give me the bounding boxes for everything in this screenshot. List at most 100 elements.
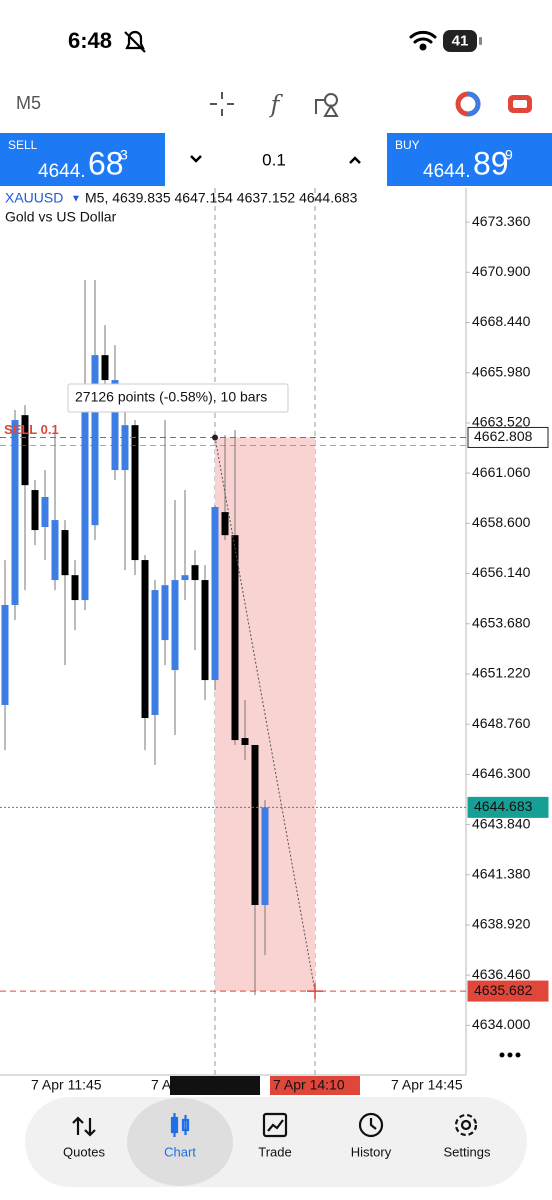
candle-body	[251, 744, 259, 905]
bell-off-icon	[124, 30, 146, 53]
buy-price-big: 89	[473, 145, 509, 181]
candle-body	[111, 380, 119, 471]
candle-body	[1, 604, 9, 705]
candle-body	[61, 530, 69, 576]
measure-price-text: 4635.682	[474, 982, 533, 998]
tab-label[interactable]: Settings	[444, 1144, 491, 1159]
time-label: 7 Apr 11:45	[31, 1077, 102, 1093]
indicators-button[interactable]: f	[269, 91, 284, 119]
candle-body	[121, 425, 129, 471]
account-button[interactable]	[455, 91, 481, 117]
timeframe[interactable]: M5	[16, 93, 41, 113]
sell-price-big: 68	[88, 145, 124, 181]
candle-body	[141, 560, 149, 719]
crosshair-button[interactable]	[210, 92, 234, 116]
candle-body	[191, 565, 199, 581]
wifi-icon	[409, 30, 437, 51]
battery-level: 41	[452, 32, 469, 49]
y-tick-label: 4663.520	[472, 414, 531, 430]
order-price-text: 4662.808	[474, 428, 533, 444]
y-tick-label: 4653.680	[472, 614, 531, 630]
candle-body	[241, 738, 249, 745]
y-tick-label: 4646.300	[472, 765, 531, 781]
symbol-menu[interactable]: ▼	[71, 194, 81, 205]
candle-body	[161, 585, 169, 641]
time-label-box	[270, 1076, 360, 1095]
measure-end-cross	[307, 983, 323, 1000]
candle-body	[231, 535, 239, 741]
measure-text: 27126 points (-0.58%), 10 bars	[75, 389, 267, 405]
objects-button[interactable]	[315, 93, 339, 117]
order-label: SELL 0.1	[4, 422, 59, 437]
symbol-info: M5, 4639.835 4647.154 4637.152 4644.683	[85, 190, 358, 206]
measure-price-box	[467, 980, 549, 1002]
volume-down[interactable]	[190, 155, 202, 163]
trade-toggle[interactable]	[508, 95, 532, 113]
y-tick-label: 4665.980	[472, 363, 531, 379]
measure-start	[212, 434, 218, 441]
measure-diagonal	[214, 437, 316, 992]
y-tick-label: 4670.900	[472, 263, 531, 279]
candle-body	[81, 410, 89, 601]
candle-body	[51, 520, 59, 581]
order-price-box	[467, 426, 549, 448]
time-label: 7 Apr 14:10	[273, 1077, 345, 1093]
active-tab-highlight	[127, 1098, 233, 1186]
settings-icon	[454, 1113, 478, 1137]
candle-body	[101, 355, 109, 381]
volume[interactable]: 0.1	[262, 150, 286, 169]
volume-up[interactable]	[349, 156, 361, 164]
y-tick-label: 4641.380	[472, 865, 531, 881]
y-tick-label: 4673.360	[472, 213, 531, 229]
tab-label[interactable]: Quotes	[63, 1144, 105, 1159]
tab-label[interactable]: Trade	[258, 1144, 291, 1159]
buy-price-main: 4644.	[423, 161, 471, 182]
candle-body	[11, 420, 19, 605]
bid-price-box	[467, 796, 549, 818]
candle-body	[201, 580, 209, 681]
buy-price-sup: 9	[505, 147, 513, 163]
chart-background: 4673.360 4670.900 4668.440 4665.980 4663.520…	[214, 188, 531, 1075]
y-tick-label: 4648.760	[472, 715, 531, 731]
candle-body	[21, 415, 29, 486]
time-label: 7 Apr 13:20	[173, 1077, 245, 1093]
y-tick-label: 4636.460	[472, 966, 531, 982]
time-label: 7 Apr 14:45	[391, 1077, 463, 1093]
time-label-box	[170, 1076, 260, 1095]
chart-plot	[1, 280, 269, 995]
history-icon	[358, 1112, 384, 1138]
more-button[interactable]	[499, 1052, 521, 1058]
y-tick-label: 4643.840	[472, 815, 531, 831]
measure-tooltip	[67, 383, 289, 413]
candle-body	[41, 497, 49, 528]
candle-body	[91, 355, 99, 526]
battery	[443, 30, 477, 52]
tab-label[interactable]: History	[351, 1144, 392, 1159]
trade-icon	[262, 1112, 288, 1138]
y-tick-label: 4656.140	[472, 564, 531, 580]
y-tick-label: 4651.220	[472, 665, 531, 681]
sell-price-main: 4644.	[38, 161, 86, 182]
bid-price-text: 4644.683	[474, 798, 533, 814]
sell-button[interactable]: SELL 4644. 68 3	[0, 133, 165, 186]
y-tick-label: 4638.920	[472, 916, 531, 932]
chart-overlay: SELL 0.1 27126 points (-0.58%), 10 bars 46…	[0, 383, 549, 1095]
y-tick-label: 4634.000	[472, 1016, 531, 1032]
candle-body	[71, 575, 79, 601]
candle-body	[221, 512, 229, 536]
status-time: 6:48	[68, 28, 112, 53]
candle-body	[211, 507, 219, 681]
symbol-description: Gold vs US Dollar	[5, 209, 117, 225]
y-tick-label: 4661.060	[472, 464, 531, 480]
candle-body	[171, 580, 179, 671]
tab-label[interactable]: Chart	[164, 1144, 196, 1159]
buy-button[interactable]: BUY 4644. 89 9	[387, 133, 552, 186]
tab-bar	[25, 1097, 527, 1187]
candle-body	[261, 807, 269, 905]
sell-label: SELL	[8, 138, 38, 152]
sell-price-sup: 3	[120, 147, 128, 163]
chart-icon	[170, 1113, 190, 1137]
candle-body	[181, 575, 189, 581]
candle-body	[31, 490, 39, 531]
